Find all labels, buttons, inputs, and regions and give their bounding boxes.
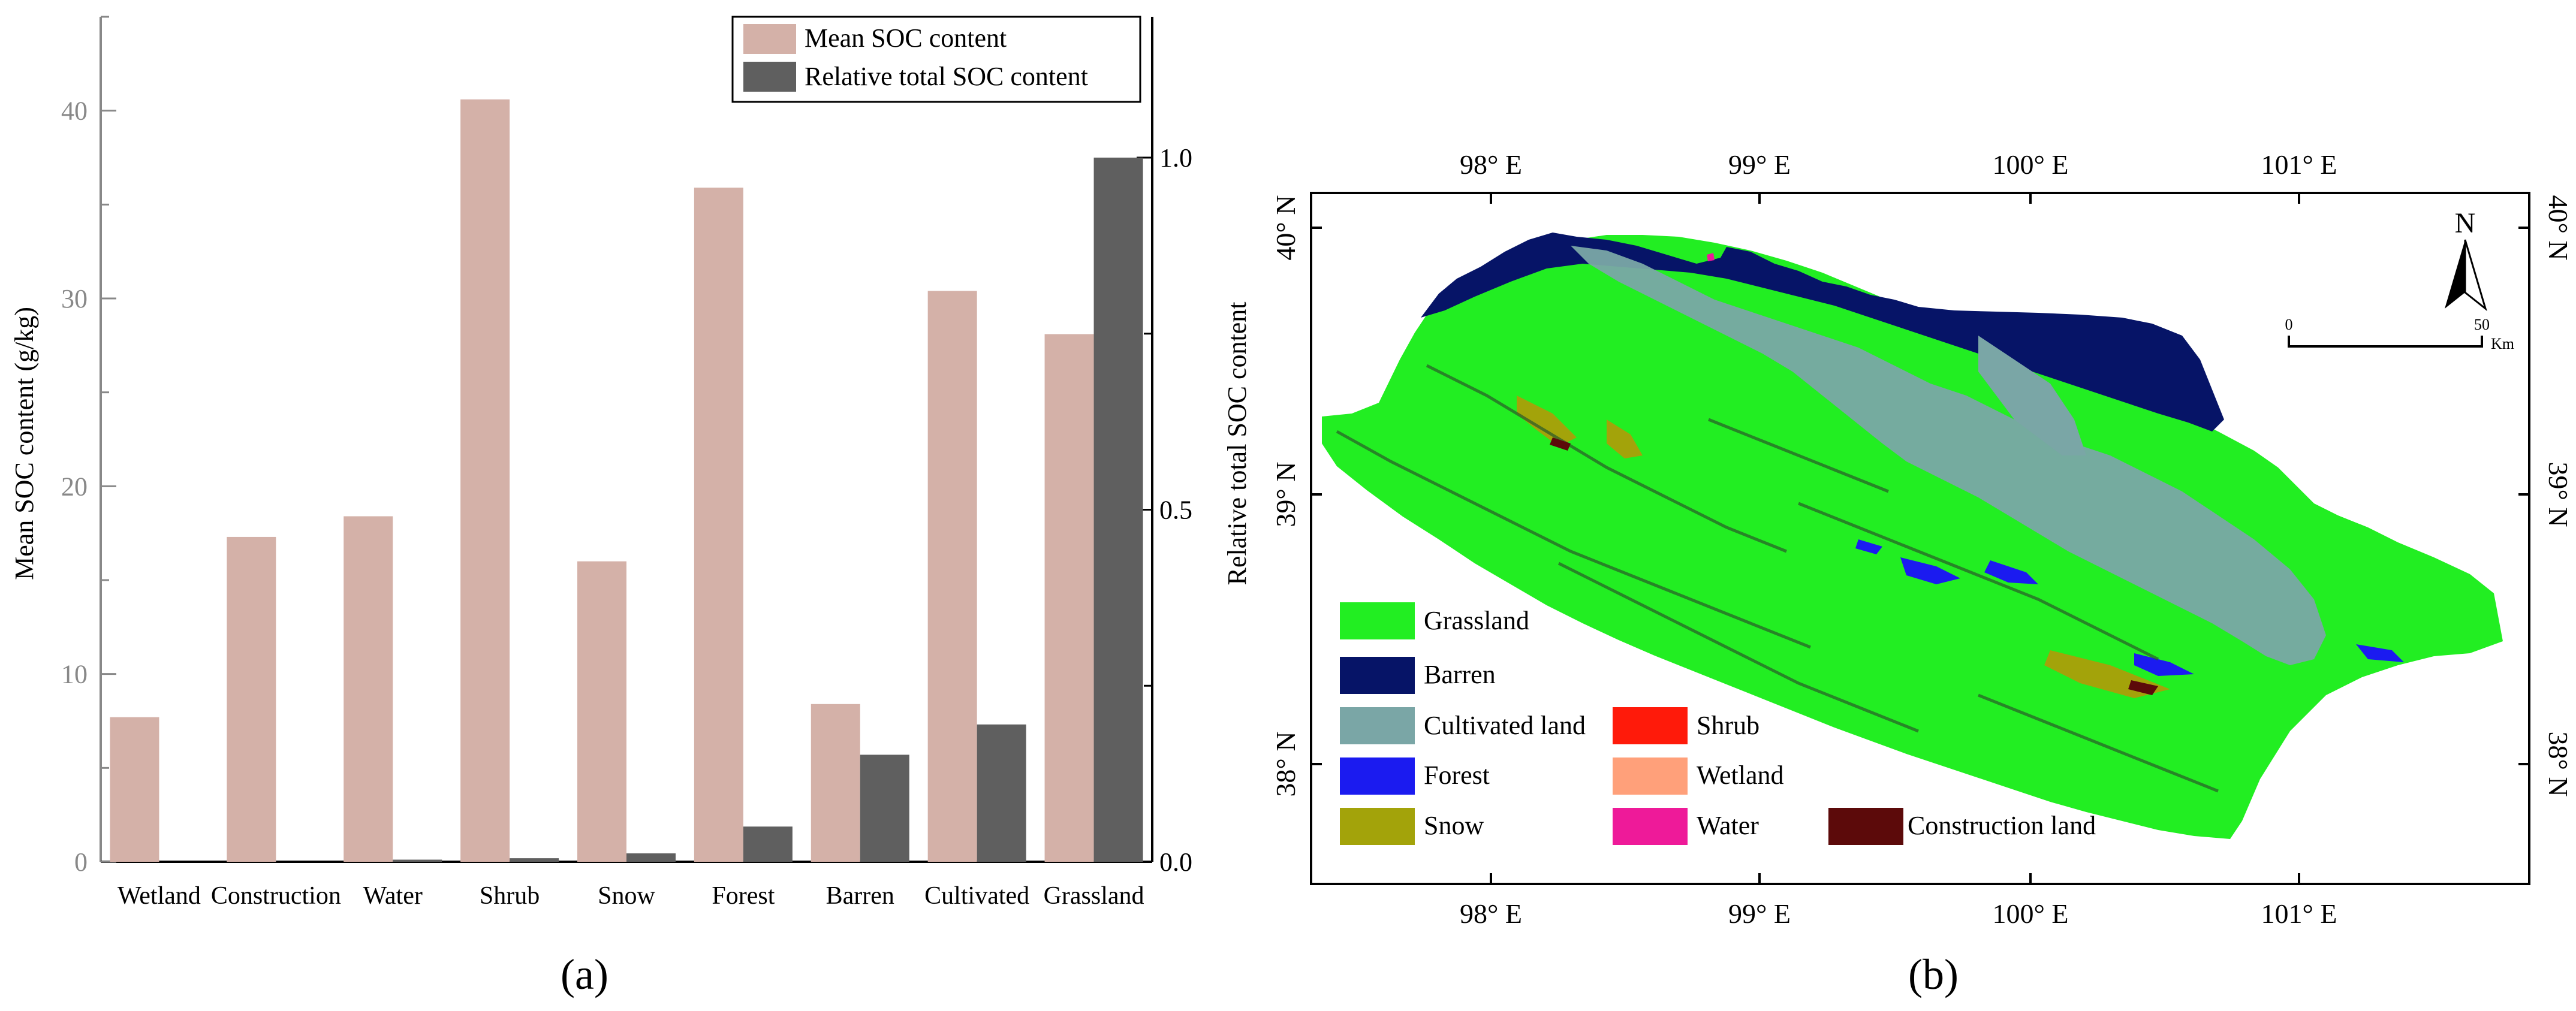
right-y-ticks: 0.0 0.5 1.0: [1137, 143, 1192, 877]
bar-relative-soc-forest: [743, 826, 793, 862]
legend-barren-label: Barren: [1424, 660, 1496, 689]
bar-relative-soc-grassland: [1093, 158, 1143, 862]
bar-relative-soc-barren: [860, 755, 909, 862]
bar-mean-soc-water: [344, 516, 393, 862]
x-tick-label: Snow: [598, 882, 655, 910]
x-tick-label: Cultivated: [924, 882, 1029, 910]
x-tick-label: Wetland: [117, 882, 201, 910]
scale-bar: 0 50 Km: [2285, 316, 2515, 352]
left-tick-label: 10: [61, 660, 88, 689]
y-axis-title-right: Relative total SOC content: [1222, 302, 1252, 586]
legend-swatch-relative: [743, 62, 796, 92]
top-lon-label: 99° E: [1728, 149, 1791, 180]
left-tick-label: 20: [61, 472, 88, 501]
graticule: 98° E 99° E 100° E 101° E 98° E 99° E 100° E 10…: [1270, 149, 2574, 929]
legend-snow-swatch: [1340, 808, 1415, 845]
legend-wetland-label: Wetland: [1697, 760, 1784, 790]
x-tick-label: Barren: [826, 882, 894, 910]
x-tick-label: Water: [363, 882, 423, 910]
legend-shrub-swatch: [1613, 707, 1688, 744]
x-tick-label: Shrub: [480, 882, 540, 910]
bar-relative-soc-cultivated: [977, 724, 1026, 862]
top-lon-label: 98° E: [1460, 149, 1522, 180]
legend-label-mean: Mean SOC content: [805, 23, 1007, 53]
left-tick-label: 40: [61, 96, 88, 126]
legend-water-swatch: [1613, 808, 1688, 845]
top-lon-label: 101° E: [2261, 149, 2337, 180]
map-legend: Grassland Barren Cultivated land Forest …: [1340, 602, 2096, 845]
bottom-lon-label: 101° E: [2261, 898, 2337, 929]
left-tick-label: 0: [74, 847, 88, 877]
right-lat-label: 39° N: [2543, 461, 2574, 527]
legend-grassland-swatch: [1340, 602, 1415, 639]
legend-construction-swatch: [1828, 808, 1903, 845]
right-lat-label: 38° N: [2543, 731, 2574, 796]
barren-region: [1421, 233, 2224, 431]
bar-relative-soc-shrub: [510, 858, 559, 862]
bar-mean-soc-wetland: [110, 717, 159, 862]
legend-forest-swatch: [1340, 758, 1415, 795]
bar-mean-soc-snow: [577, 561, 626, 862]
legend-barren-swatch: [1340, 657, 1415, 694]
bar-mean-soc-forest: [694, 188, 743, 862]
north-arrow: N: [2445, 207, 2487, 312]
legend-cultivated-swatch: [1340, 707, 1415, 744]
chart-legend: Mean SOC content Relative total SOC cont…: [731, 16, 1141, 103]
panel-a-label: (a): [561, 950, 608, 998]
legend-swatch-mean: [743, 24, 796, 54]
bar-mean-soc-grassland: [1044, 334, 1094, 862]
left-lat-label: 38° N: [1270, 731, 1301, 796]
north-arrow-label: N: [2455, 207, 2476, 239]
bar-mean-soc-cultivated: [927, 291, 977, 862]
left-lat-label: 40° N: [1270, 195, 1301, 260]
left-tick-label: 30: [61, 284, 88, 313]
top-lon-label: 100° E: [1993, 149, 2069, 180]
legend-construction-label: Construction land: [1908, 811, 2096, 840]
x-tick-label: Construction: [211, 882, 341, 910]
bar-mean-soc-shrub: [460, 99, 510, 862]
legend-snow-label: Snow: [1424, 811, 1484, 840]
legend-forest-label: Forest: [1424, 760, 1490, 790]
forest-patches: [1855, 539, 2404, 676]
bar-mean-soc-barren: [811, 704, 860, 862]
landcover-map: [1322, 233, 2503, 839]
grassland-region: [1322, 235, 2503, 839]
right-lat-label: 40° N: [2543, 195, 2574, 260]
bar-mean-soc-construction: [227, 536, 276, 862]
x-tick-labels: Wetland Construction Water Shrub Snow Forest B…: [117, 882, 1144, 910]
panel-b-label: (b): [1908, 950, 1959, 998]
legend-cultivated-label: Cultivated land: [1424, 711, 1586, 740]
cultivated-land-oasis: [1978, 336, 2086, 455]
cultivated-land-region: [1571, 246, 2326, 665]
scale-unit: Km: [2491, 335, 2514, 352]
scale-start: 0: [2285, 316, 2293, 333]
x-tick-label: Forest: [712, 882, 775, 910]
bottom-lon-label: 99° E: [1728, 898, 1791, 929]
left-y-ticks: 0 10 20 30 40: [61, 16, 116, 877]
scale-end: 50: [2474, 316, 2490, 333]
legend-shrub-label: Shrub: [1697, 711, 1759, 740]
legend-grassland-label: Grassland: [1424, 606, 1529, 635]
right-tick-label: 0.0: [1159, 847, 1192, 877]
x-tick-label: Grassland: [1044, 882, 1144, 910]
bars: [110, 99, 1143, 862]
right-tick-label: 1.0: [1159, 143, 1192, 173]
legend-label-relative: Relative total SOC content: [805, 62, 1088, 91]
north-arrow-icon: [2445, 240, 2465, 309]
right-tick-label: 0.5: [1159, 496, 1192, 525]
legend-wetland-swatch: [1613, 758, 1688, 795]
bar-relative-soc-snow: [626, 853, 676, 862]
bottom-lon-label: 98° E: [1460, 898, 1522, 929]
construction-land-patches: [1550, 437, 2158, 695]
terrain-ridges: [1336, 364, 2219, 793]
water-patch: [1707, 253, 1715, 261]
bar-relative-soc-water: [393, 859, 442, 862]
left-lat-label: 39° N: [1270, 461, 1301, 527]
bottom-lon-label: 100° E: [1993, 898, 2069, 929]
legend-water-label: Water: [1697, 811, 1759, 840]
y-axis-title-left: Mean SOC content (g/kg): [10, 307, 39, 580]
panel-b-land-use-map: 98° E 99° E 100° E 101° E 98° E 99° E 100° E 10…: [1270, 149, 2574, 998]
